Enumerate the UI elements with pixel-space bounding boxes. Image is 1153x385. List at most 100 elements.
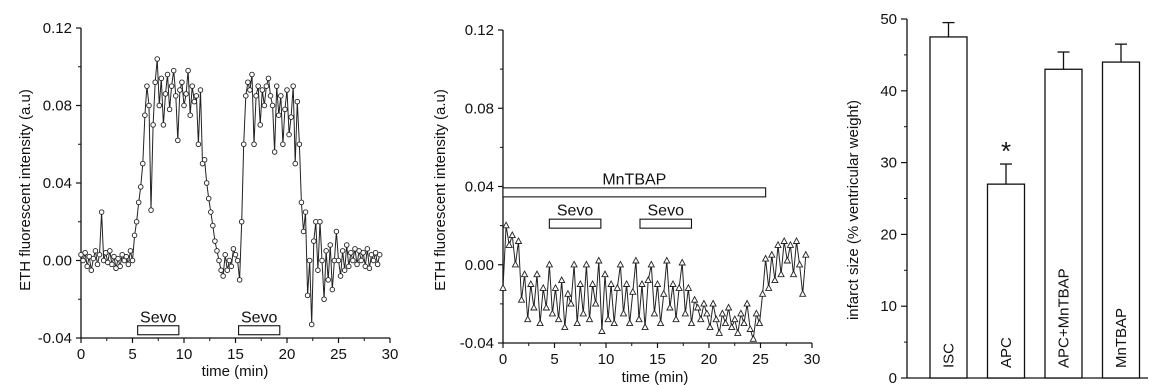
- treatment-bar: [548, 218, 602, 229]
- data-point: [374, 261, 381, 268]
- data-point: [619, 309, 628, 317]
- data-point: [768, 250, 776, 258]
- data-point: [746, 324, 754, 332]
- data-point: [92, 248, 99, 254]
- data-point: [780, 236, 788, 244]
- data-point: [343, 242, 350, 248]
- panel-c-y-tick-label: 40: [880, 83, 897, 100]
- data-point: [774, 240, 782, 248]
- data-point: [337, 273, 344, 279]
- data-point: [164, 71, 171, 78]
- panel-c-y-tick-label: 30: [880, 155, 897, 172]
- data-point: [144, 83, 150, 89]
- data-point: [195, 141, 202, 147]
- data-point: [290, 83, 296, 89]
- panel-a-x-tick-label: 10: [176, 346, 193, 363]
- data-point: [749, 334, 758, 342]
- data-point: [616, 260, 625, 268]
- data-point: [82, 249, 88, 256]
- data-point: [635, 315, 643, 323]
- data-point: [554, 315, 563, 323]
- data-point: [245, 79, 251, 85]
- data-point: [197, 87, 204, 93]
- data-point: [530, 303, 538, 311]
- data-point: [681, 309, 690, 317]
- data-point: [278, 93, 284, 99]
- data-point: [208, 209, 214, 215]
- data-point: [700, 299, 708, 307]
- data-point: [259, 87, 266, 93]
- data-point: [542, 303, 551, 311]
- data-point: [218, 267, 224, 273]
- panel-a-x-tick-label: 20: [279, 346, 296, 363]
- panel-b-y-tick-label: 0.12: [465, 22, 494, 39]
- data-point: [185, 67, 191, 74]
- data-point: [232, 251, 239, 258]
- data-point: [724, 303, 733, 311]
- data-point: [545, 260, 554, 268]
- panel-c-y-tick-label: 20: [880, 226, 897, 243]
- data-point: [786, 240, 795, 248]
- data-point: [644, 276, 652, 284]
- panel-b-xlabel: time (min): [622, 369, 689, 385]
- data-point: [177, 87, 183, 93]
- panel-a-chart: ETH fluorescent intensity (a.u) time (mi…: [17, 20, 398, 380]
- data-point: [271, 149, 278, 155]
- data-point: [321, 296, 327, 303]
- data-point: [647, 260, 656, 268]
- data-point: [675, 283, 683, 291]
- panel-c-ylabel: infarct size (% ventricular weight): [845, 100, 862, 320]
- data-point: [684, 283, 693, 291]
- data-point: [650, 309, 659, 317]
- data-point: [734, 328, 742, 336]
- data-point: [567, 299, 575, 307]
- data-point: [533, 270, 541, 278]
- series-line: [80, 58, 381, 325]
- data-point: [514, 236, 523, 244]
- data-point: [663, 256, 671, 264]
- data-point: [715, 328, 724, 336]
- data-point: [247, 87, 253, 93]
- data-point: [146, 102, 152, 109]
- data-point: [168, 83, 175, 89]
- data-point: [358, 257, 364, 264]
- data-point: [740, 319, 748, 327]
- data-point: [238, 218, 245, 225]
- data-point: [761, 254, 770, 262]
- data-point: [158, 75, 165, 82]
- data-point: [189, 83, 195, 89]
- data-point: [183, 91, 189, 97]
- data-point: [669, 279, 677, 287]
- data-point: [527, 279, 535, 287]
- data-point: [228, 263, 235, 270]
- bar-label: ISC: [941, 343, 958, 368]
- data-point: [179, 79, 185, 85]
- data-point: [721, 319, 730, 327]
- data-point: [511, 260, 520, 268]
- data-point: [170, 67, 177, 74]
- data-point: [220, 273, 226, 279]
- data-point: [292, 160, 298, 167]
- data-point: [175, 137, 181, 144]
- data-point: [570, 260, 578, 268]
- data-point: [607, 279, 615, 287]
- data-point: [296, 141, 303, 147]
- data-point: [339, 248, 346, 254]
- panel-c-y-tick-label: 10: [880, 298, 897, 315]
- data-point: [703, 309, 711, 317]
- data-point: [327, 242, 334, 248]
- data-point: [520, 270, 529, 278]
- treatment-bar: [137, 325, 180, 336]
- panel-a-x-tick-label: 5: [128, 346, 136, 363]
- data-point: [802, 250, 810, 258]
- data-point: [764, 283, 773, 291]
- data-point: [214, 248, 220, 254]
- data-point: [319, 257, 325, 264]
- data-point: [709, 299, 717, 307]
- data-point: [718, 309, 727, 317]
- data-point: [107, 248, 113, 254]
- data-point: [557, 276, 566, 284]
- panel-b-chart: ETH fluorescent intensity (a.u) time (mi…: [432, 22, 820, 385]
- panel-a-ylabel: ETH fluorescent intensity (a.u): [17, 89, 34, 291]
- data-point: [573, 319, 581, 327]
